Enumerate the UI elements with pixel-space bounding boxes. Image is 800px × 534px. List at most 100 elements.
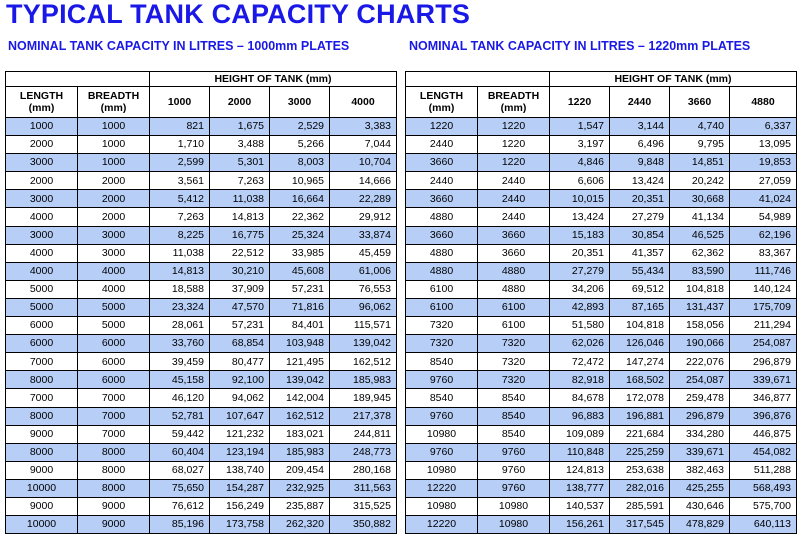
table-row: 4000 2000 7,263 14,813 22,362 29,912 [5, 207, 397, 227]
capacity-cell: 20,242 [669, 171, 730, 191]
capacity-cell: 259,478 [669, 388, 730, 408]
length-cell: 7000 [5, 352, 78, 372]
breadth-cell: 1000 [77, 153, 150, 173]
capacity-cell: 222,076 [669, 352, 730, 372]
length-cell: 9000 [5, 424, 78, 444]
capacity-cell: 1,547 [549, 116, 610, 137]
capacity-cell: 126,046 [609, 334, 670, 354]
capacity-cell: 6,606 [549, 171, 610, 191]
table-row: 8000 6000 45,158 92,100 139,042 185,983 [5, 370, 397, 390]
length-cell: 9000 [5, 460, 78, 480]
length-cell: 9000 [5, 496, 78, 517]
capacity-cell: 20,351 [609, 189, 670, 209]
table-row: 8540 7320 72,472 147,274 222,076 296,879 [405, 352, 797, 372]
length-cell: 2000 [5, 171, 78, 191]
length-cell: 4000 [5, 243, 78, 263]
length-cell: 3000 [5, 225, 78, 245]
table-row: 10000 9000 85,196 173,758 262,320 350,882 [5, 515, 397, 534]
capacity-cell: 334,280 [669, 424, 730, 444]
breadth-cell: 3660 [477, 225, 550, 245]
breadth-cell: 2000 [77, 189, 150, 209]
table-row: 8000 7000 52,781 107,647 162,512 217,378 [5, 406, 397, 426]
table-row: 1000 1000 821 1,675 2,529 3,383 [5, 116, 397, 137]
capacity-cell: 71,816 [269, 297, 330, 318]
table-row: 5000 5000 23,324 47,570 71,816 96,062 [5, 297, 397, 318]
capacity-cell: 396,876 [729, 406, 797, 426]
breadth-cell: 9000 [77, 496, 150, 517]
table-row: 4000 4000 14,813 30,210 45,608 61,006 [5, 261, 397, 281]
capacity-cell: 5,266 [269, 135, 330, 155]
capacity-cell: 175,709 [729, 297, 797, 318]
capacity-cell: 33,760 [149, 334, 210, 354]
table-row: 9760 7320 82,918 168,502 254,087 339,671 [405, 370, 797, 390]
length-cell: 2000 [5, 135, 78, 155]
capacity-cell: 425,255 [669, 478, 730, 498]
capacity-cell: 138,777 [549, 478, 610, 498]
capacity-cell: 254,087 [669, 370, 730, 390]
capacity-cell: 57,231 [269, 279, 330, 299]
capacity-cell: 124,813 [549, 460, 610, 480]
breadth-cell: 7000 [77, 388, 150, 408]
table-row: 3000 2000 5,412 11,038 16,664 22,289 [5, 189, 397, 209]
capacity-cell: 16,775 [209, 225, 270, 245]
length-cell: 5000 [5, 279, 78, 299]
table-row: 12220 10980 156,261 317,545 478,829 640,113 [405, 515, 797, 534]
capacity-cell: 244,811 [329, 424, 397, 444]
capacity-cell: 27,279 [549, 261, 610, 281]
length-cell: 4880 [405, 243, 478, 263]
length-cell: 6000 [5, 334, 78, 354]
header-blank [405, 71, 550, 87]
right-table-subtitle: NOMINAL TANK CAPACITY IN LITRES – 1220mm… [409, 39, 751, 53]
capacity-cell: 62,362 [669, 243, 730, 263]
breadth-cell: 8540 [477, 388, 550, 408]
breadth-cell: 9760 [477, 460, 550, 480]
capacity-cell: 5,412 [149, 189, 210, 209]
capacity-cell: 51,580 [549, 316, 610, 336]
table-row: 12220 9760 138,777 282,016 425,255 568,493 [405, 478, 797, 498]
capacity-cell: 76,612 [149, 496, 210, 517]
capacity-cell: 162,512 [329, 352, 397, 372]
capacity-cell: 14,813 [209, 207, 270, 227]
height-of-tank-header: HEIGHT OF TANK (mm) [549, 71, 797, 87]
length-cell: 3000 [5, 153, 78, 173]
capacity-cell: 7,263 [209, 171, 270, 191]
capacity-cell: 27,059 [729, 171, 797, 191]
capacity-cell: 94,062 [209, 388, 270, 408]
capacity-cell: 13,424 [549, 207, 610, 227]
capacity-cell: 282,016 [609, 478, 670, 498]
capacity-cell: 109,089 [549, 424, 610, 444]
breadth-cell: 5000 [77, 316, 150, 336]
capacity-cell: 7,263 [149, 207, 210, 227]
capacity-cell: 8,225 [149, 225, 210, 245]
table-row: 3660 2440 10,015 20,351 30,668 41,024 [405, 189, 797, 209]
capacity-cell: 55,434 [609, 261, 670, 281]
capacity-cell: 7,044 [329, 135, 397, 155]
length-cell: 10000 [5, 478, 78, 498]
capacity-cell: 104,818 [609, 316, 670, 336]
capacity-cell: 4,740 [669, 116, 730, 137]
capacity-cell: 82,918 [549, 370, 610, 390]
capacity-cell: 37,909 [209, 279, 270, 299]
length-cell: 8000 [5, 442, 78, 462]
breadth-cell: 10980 [477, 515, 550, 534]
table-row: 1220 1220 1,547 3,144 4,740 6,337 [405, 116, 797, 137]
capacity-cell: 11,038 [209, 189, 270, 209]
table-row: 10000 8000 75,650 154,287 232,925 311,563 [5, 478, 397, 498]
capacity-cell: 172,078 [609, 388, 670, 408]
capacity-cell: 13,095 [729, 135, 797, 155]
breadth-cell: 5000 [77, 297, 150, 318]
capacity-cell: 59,442 [149, 424, 210, 444]
length-cell: 1220 [405, 116, 478, 137]
header-blank [5, 71, 150, 87]
capacity-cell: 5,301 [209, 153, 270, 173]
capacity-cell: 75,650 [149, 478, 210, 498]
capacity-cell: 47,570 [209, 297, 270, 318]
length-cell: 7320 [405, 316, 478, 336]
table-row: 9000 8000 68,027 138,740 209,454 280,168 [5, 460, 397, 480]
height-column-header: 2000 [209, 86, 270, 118]
capacity-cell: 232,925 [269, 478, 330, 498]
table-row: 6100 6100 42,893 87,165 131,437 175,709 [405, 297, 797, 318]
capacity-cell: 30,210 [209, 261, 270, 281]
capacity-cell: 41,134 [669, 207, 730, 227]
capacity-cell: 3,561 [149, 171, 210, 191]
